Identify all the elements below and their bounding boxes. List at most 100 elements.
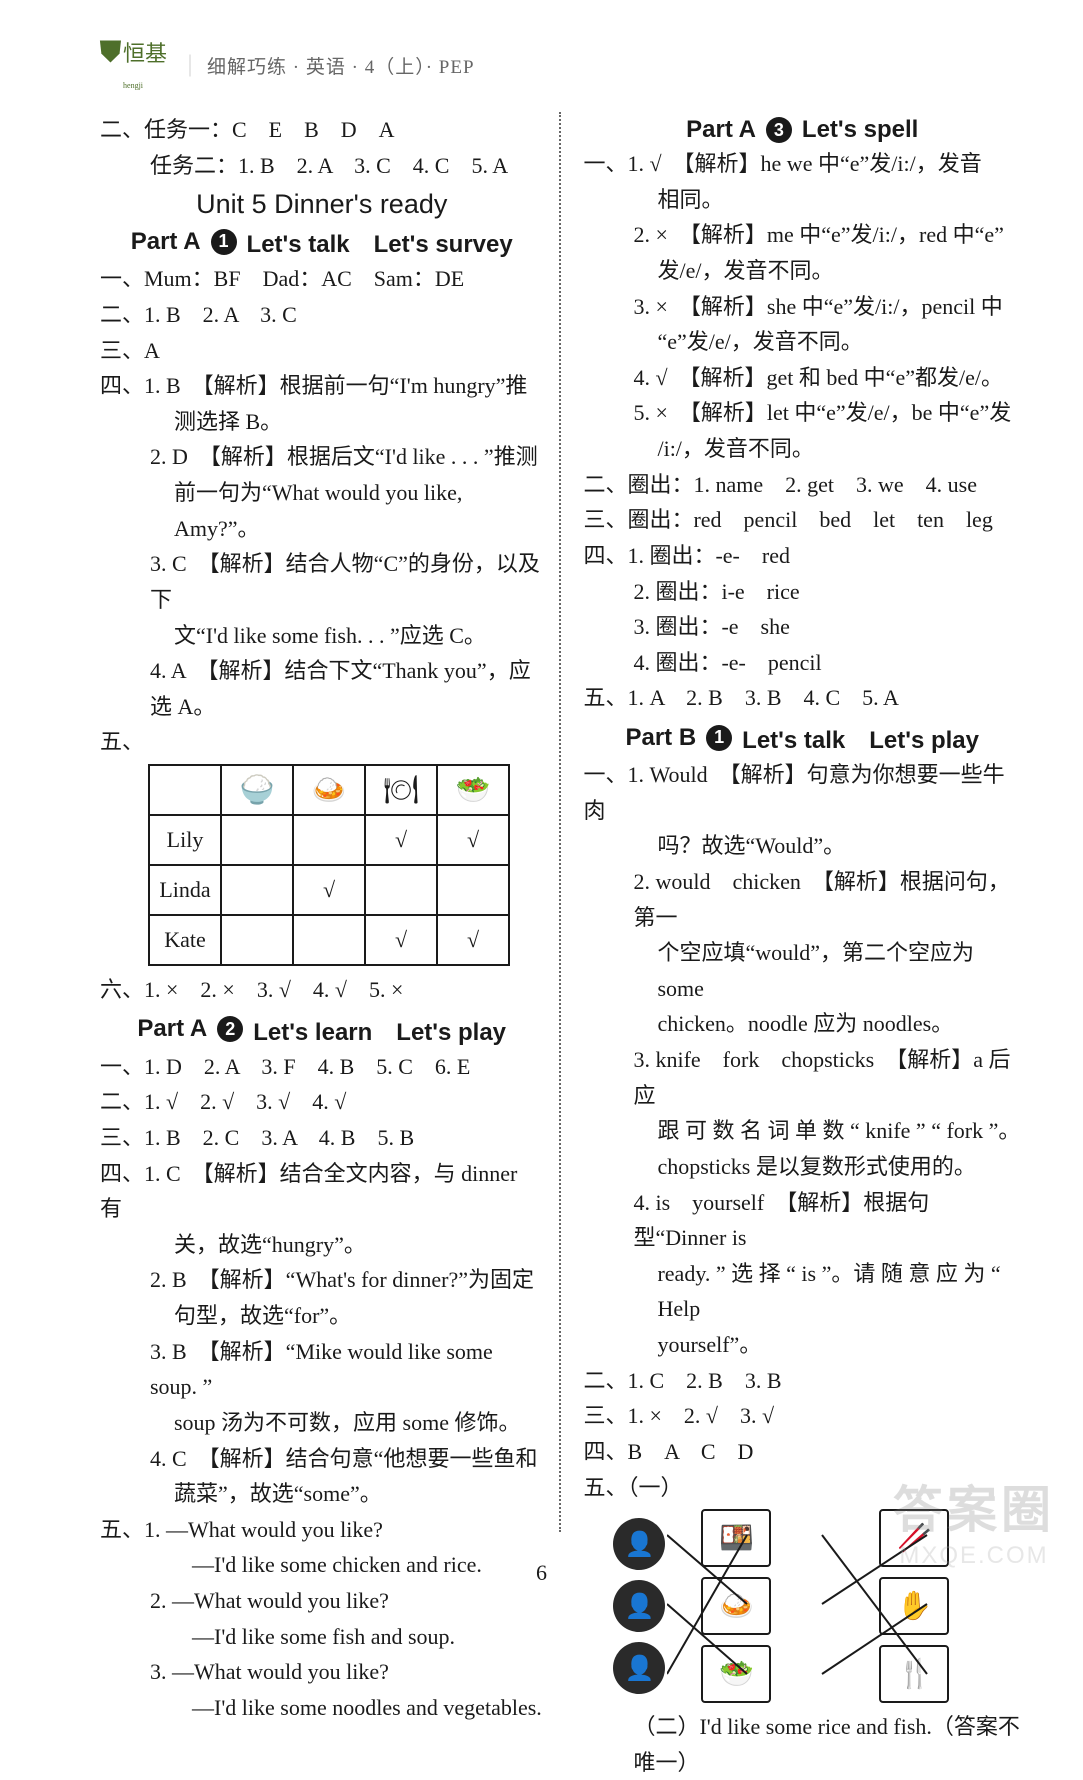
part-subtitle: Let's talk Let's play	[742, 720, 979, 755]
text-line: 三、1. × 2. √ 3. √	[583, 1398, 1021, 1434]
part-heading: Part A 3 Let's spell	[583, 116, 1021, 144]
table-pic: 🥗	[437, 765, 509, 815]
table-cell: √	[365, 815, 437, 865]
text-line: 五、1. A 2. B 3. B 4. C 5. A	[583, 680, 1021, 716]
food-icon: 🍱	[701, 1509, 771, 1567]
table-cell: √	[293, 865, 365, 915]
text-line: 二、1. √ 2. √ 3. √ 4. √	[100, 1084, 543, 1120]
text-line: 前一句为“What would you like, Amy?”。	[100, 475, 543, 546]
match-col-people: 👤 👤 👤	[613, 1518, 665, 1694]
circled-number: 1	[706, 725, 732, 751]
text-line: yourself”。	[583, 1327, 1021, 1363]
text-line: 任务二：1. B 2. A 3. C 4. C 5. A	[100, 148, 543, 184]
text-line: 一、1. √ 【解析】he we 中“e”发/i:/，发音	[583, 146, 1021, 182]
text-line: 2. × 【解析】me 中“e”发/i:/，red 中“e”	[583, 217, 1021, 253]
text-line: 一、1. Would 【解析】句意为你想要一些牛肉	[583, 757, 1021, 828]
text-line: 一、Mum：BF Dad：AC Sam：DE	[100, 261, 543, 297]
text-line: 句型，故选“for”。	[100, 1298, 543, 1334]
text-line: 三、1. B 2. C 3. A 4. B 5. B	[100, 1120, 543, 1156]
columns: 二、任务一：C E B D A 任务二：1. B 2. A 3. C 4. C …	[100, 112, 1021, 1780]
circled-number: 1	[211, 229, 237, 255]
text-line: 二、圈出：1. name 2. get 3. we 4. use	[583, 467, 1021, 503]
column-divider	[559, 112, 561, 1532]
text-line: 三、A	[100, 333, 543, 369]
part-heading: Part B 1 Let's talk Let's play	[583, 720, 1021, 755]
unit-title: Unit 5 Dinner's ready	[100, 189, 543, 220]
text-line: 四、1. 圈出：-e- red	[583, 538, 1021, 574]
text-line: 四、B A C D	[583, 1434, 1021, 1470]
part-label: Part A	[137, 1015, 207, 1043]
part-label: Part A	[686, 116, 756, 144]
text-line: 2. —What would you like?	[100, 1583, 543, 1619]
table-name: Linda	[149, 865, 221, 915]
table-cell	[293, 815, 365, 865]
text-line: 3. C 【解析】结合人物“C”的身份，以及下	[100, 546, 543, 617]
part-subtitle: Let's spell	[802, 116, 918, 144]
text-line: 4. 圈出：-e- pencil	[583, 645, 1021, 681]
logo-subtext: hengji	[123, 81, 143, 90]
table-cell	[293, 915, 365, 965]
text-line: 2. would chicken 【解析】根据问句，第一	[583, 864, 1021, 935]
table-pic: 🍚	[221, 765, 293, 815]
text-line: 四、1. B 【解析】根据前一句“I'm hungry”推	[100, 368, 543, 404]
logo: ⛊ 恒基 hengji	[100, 36, 167, 94]
text-line: 发/e/，发音不同。	[583, 253, 1021, 289]
part-subtitle: Let's talk Let's survey	[247, 224, 513, 259]
part-label: Part A	[131, 228, 201, 256]
text-line: 2. 圈出：i-e rice	[583, 574, 1021, 610]
header-title: 细解巧练 · 英语 · 4（上）· PEP	[207, 52, 474, 79]
table-cell	[221, 865, 293, 915]
table-cell	[221, 815, 293, 865]
match-col-food: 🍱 🍛 🥗	[701, 1509, 771, 1703]
table-cell	[221, 915, 293, 965]
text-line: 3. knife fork chopsticks 【解析】a 后应	[583, 1042, 1021, 1113]
text-line: 3. B 【解析】“Mike would like some soup. ”	[100, 1334, 543, 1405]
logo-text: 恒基	[123, 41, 167, 66]
text-line: 五、	[100, 729, 144, 754]
text-line: 跟 可 数 名 词 单 数 “ knife ” “ fork ”。	[583, 1113, 1021, 1149]
text-line: chicken。noodle 应为 noodles。	[583, 1006, 1021, 1042]
text-line: 相同。	[583, 182, 1021, 218]
text-line: 四、1. C 【解析】结合全文内容，与 dinner 有	[100, 1156, 543, 1227]
food-icon: 🥗	[701, 1645, 771, 1703]
text-line: “e”发/e/，发音不同。	[583, 324, 1021, 360]
text-line: chopsticks 是以复数形式使用的。	[583, 1149, 1021, 1185]
left-column: 二、任务一：C E B D A 任务二：1. B 2. A 3. C 4. C …	[100, 112, 555, 1780]
text-line: soup 汤为不可数，应用 some 修饰。	[100, 1405, 543, 1441]
text-line: （二）I'd like some rice and fish.（答案不唯一）	[583, 1709, 1021, 1780]
table-cell: √	[365, 915, 437, 965]
text-line: 个空应填“would”，第二个空应为 some	[583, 935, 1021, 1006]
text-line: 五、1. —What would you like?	[100, 1512, 543, 1548]
watermark-url: MXQE.COM	[893, 1542, 1055, 1570]
table-cell: √	[437, 915, 509, 965]
text-line: 4. C 【解析】结合句意“他想要一些鱼和	[100, 1441, 543, 1477]
utensil-icon: 🍴	[879, 1645, 949, 1703]
text-line: 二、任务一：C E B D A	[100, 112, 543, 148]
text-line: 三、圈出：red pencil bed let ten leg	[583, 502, 1021, 538]
text-line: 一、1. D 2. A 3. F 4. B 5. C 6. E	[100, 1049, 543, 1085]
text-line: 二、1. B 2. A 3. C	[100, 297, 543, 333]
table-pic: 🍛	[293, 765, 365, 815]
text-line: 蔬菜”，故选“some”。	[100, 1476, 543, 1512]
text-line: —I'd like some fish and soup.	[100, 1619, 543, 1655]
page-header: ⛊ 恒基 hengji ｜ 细解巧练 · 英语 · 4（上）· PEP	[100, 36, 1021, 94]
table-cell	[365, 865, 437, 915]
part-subtitle: Let's learn Let's play	[253, 1012, 506, 1047]
circled-number: 2	[217, 1016, 243, 1042]
logo-icon: ⛊	[100, 37, 121, 69]
table-pic: 🍽	[365, 765, 437, 815]
text-line: 4. is yourself 【解析】根据句型“Dinner is	[583, 1185, 1021, 1256]
text-line: /i:/，发音不同。	[583, 431, 1021, 467]
table-cell: √	[437, 815, 509, 865]
part-heading: Part A 1 Let's talk Let's survey	[100, 224, 543, 259]
table-name: Lily	[149, 815, 221, 865]
text-line: 六、1. × 2. × 3. √ 4. √ 5. ×	[100, 972, 543, 1008]
text-line: 吗？故选“Would”。	[583, 828, 1021, 864]
watermark: 答案圈 MXQE.COM	[893, 1470, 1055, 1570]
header-divider: ｜	[179, 49, 201, 81]
part-label: Part B	[625, 724, 696, 752]
text-line: —I'd like some noodles and vegetables.	[100, 1690, 543, 1726]
text-line: 文“I'd like some fish. . . ”应选 C。	[100, 618, 543, 654]
text-line: 3. —What would you like?	[100, 1654, 543, 1690]
text-line: 3. 圈出：-e she	[583, 609, 1021, 645]
